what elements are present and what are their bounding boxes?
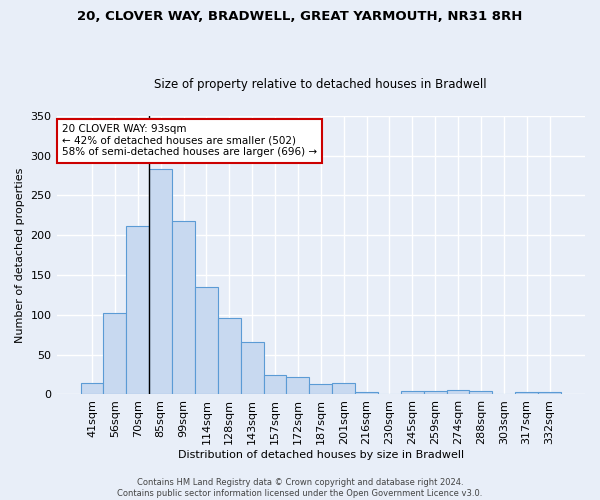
Bar bbox=[424, 392, 446, 394]
Y-axis label: Number of detached properties: Number of detached properties bbox=[15, 168, 25, 343]
Bar bbox=[401, 392, 424, 394]
Bar bbox=[103, 313, 127, 394]
X-axis label: Distribution of detached houses by size in Bradwell: Distribution of detached houses by size … bbox=[178, 450, 464, 460]
Bar bbox=[515, 392, 538, 394]
Bar bbox=[310, 384, 332, 394]
Bar bbox=[446, 390, 469, 394]
Text: 20 CLOVER WAY: 93sqm
← 42% of detached houses are smaller (502)
58% of semi-deta: 20 CLOVER WAY: 93sqm ← 42% of detached h… bbox=[62, 124, 317, 158]
Bar bbox=[286, 377, 310, 394]
Bar bbox=[263, 376, 286, 394]
Bar bbox=[172, 221, 195, 394]
Text: 20, CLOVER WAY, BRADWELL, GREAT YARMOUTH, NR31 8RH: 20, CLOVER WAY, BRADWELL, GREAT YARMOUTH… bbox=[77, 10, 523, 23]
Bar bbox=[218, 318, 241, 394]
Bar bbox=[149, 169, 172, 394]
Bar bbox=[332, 384, 355, 394]
Bar bbox=[127, 226, 149, 394]
Bar bbox=[538, 392, 561, 394]
Title: Size of property relative to detached houses in Bradwell: Size of property relative to detached ho… bbox=[154, 78, 487, 91]
Bar bbox=[355, 392, 378, 394]
Bar bbox=[241, 342, 263, 394]
Bar bbox=[80, 384, 103, 394]
Bar bbox=[469, 392, 493, 394]
Text: Contains HM Land Registry data © Crown copyright and database right 2024.
Contai: Contains HM Land Registry data © Crown c… bbox=[118, 478, 482, 498]
Bar bbox=[195, 287, 218, 395]
